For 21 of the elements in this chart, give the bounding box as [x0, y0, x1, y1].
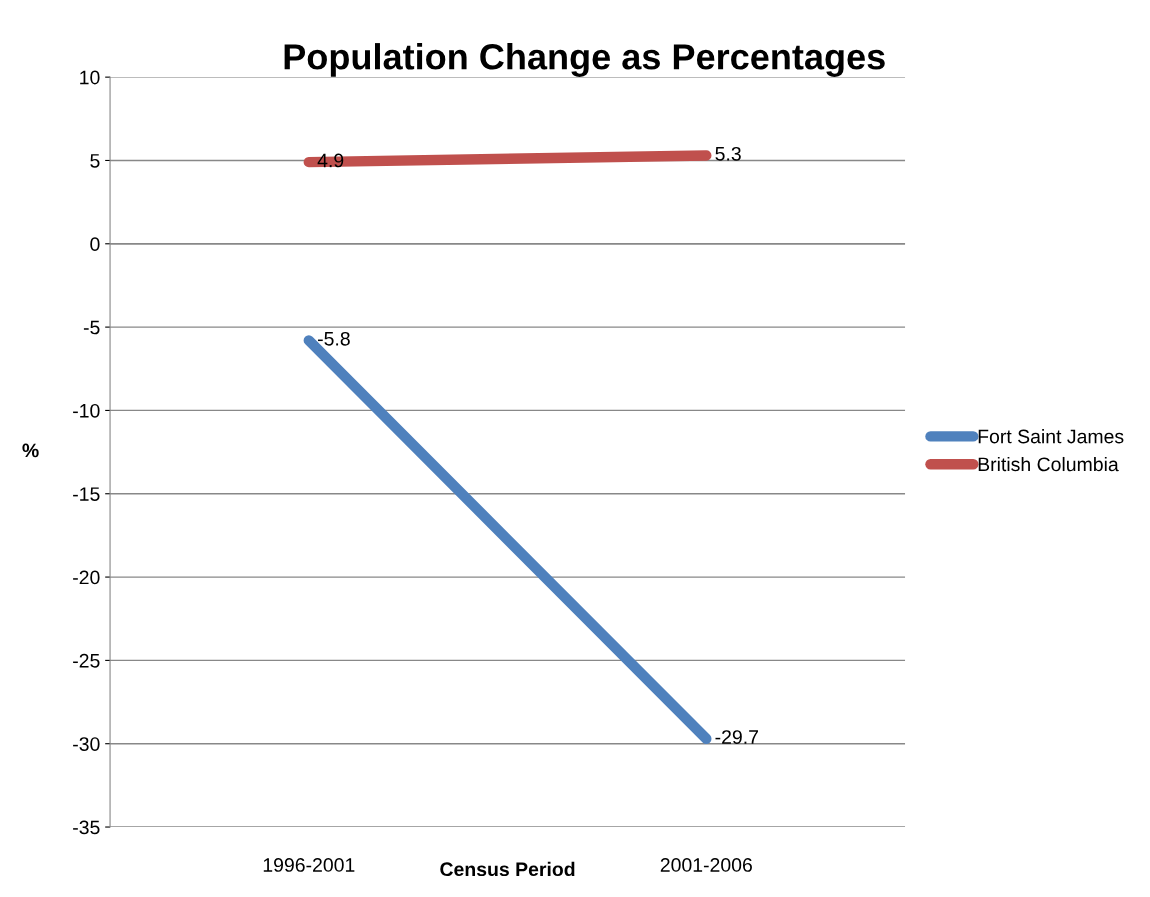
x-axis-title: Census Period — [440, 861, 575, 877]
y-tick-label: -25 — [73, 653, 100, 668]
data-label: -5.8 — [318, 331, 350, 346]
chart-title: Population Change as Percentages — [284, 43, 885, 77]
data-label: 4.9 — [317, 153, 344, 168]
data-label: 5.3 — [715, 146, 741, 161]
x-tick-label: 2001-2006 — [660, 858, 752, 872]
y-tick-label: -10 — [73, 403, 100, 418]
y-tick-label: -20 — [73, 570, 100, 585]
y-tick-label: -30 — [73, 737, 100, 751]
y-tick-label: 5 — [90, 154, 100, 168]
legend-label: British Columbia — [978, 456, 1119, 472]
y-tick-label: -35 — [73, 820, 100, 835]
y-tick-label: 0 — [90, 237, 100, 252]
y-axis-title: % — [22, 443, 39, 458]
x-tick-label: 1996-2001 — [263, 858, 355, 872]
y-tick-label: 10 — [80, 70, 100, 85]
data-label: -29.7 — [715, 730, 758, 744]
y-tick-label: -15 — [73, 487, 100, 501]
y-tick-label: -5 — [83, 320, 100, 335]
legend-label: Fort Saint James — [978, 429, 1124, 444]
